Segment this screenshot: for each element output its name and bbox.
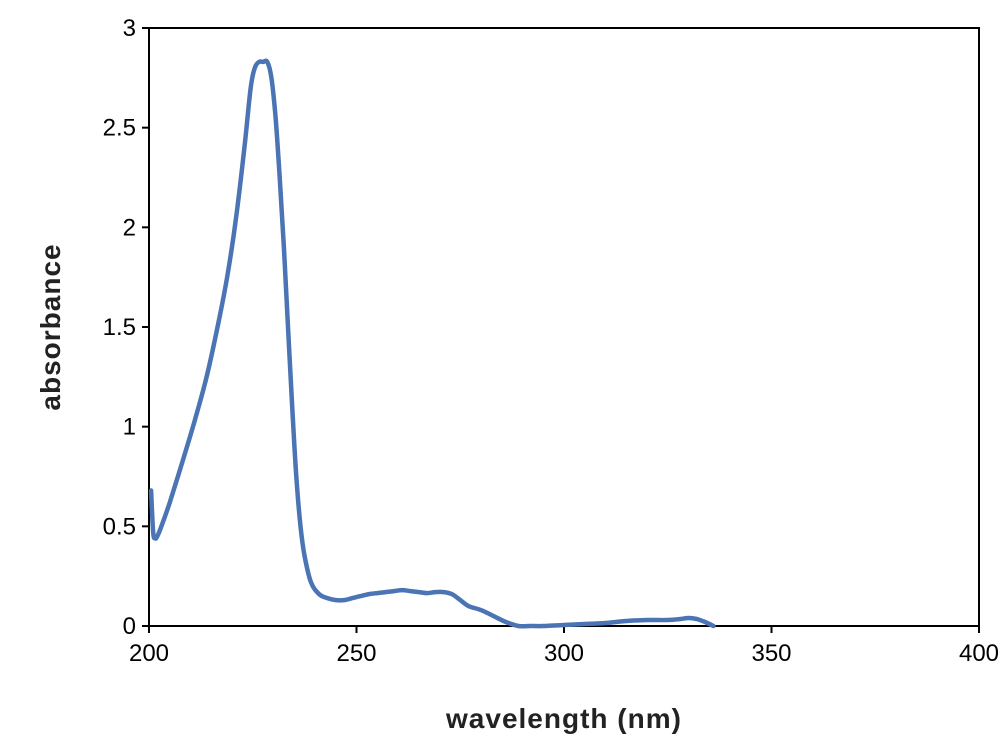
y-tick-label: 0.5 [103, 513, 136, 540]
data-point [181, 461, 183, 464]
data-point [696, 618, 698, 620]
data-point [283, 246, 285, 248]
data-point [169, 501, 171, 503]
data-point [235, 216, 237, 218]
data-point [679, 618, 681, 620]
data-point [712, 625, 715, 627]
data-point [310, 581, 312, 583]
data-point [368, 593, 370, 595]
data-point [194, 420, 196, 422]
data-point [584, 623, 586, 625]
y-tick-label: 2 [123, 214, 136, 241]
data-point [667, 619, 669, 621]
data-point [335, 599, 337, 601]
data-point [299, 525, 302, 527]
data-point [152, 531, 154, 533]
x-tick-label: 300 [544, 640, 584, 667]
data-point [351, 597, 353, 599]
data-point [150, 489, 152, 492]
data-point [443, 591, 445, 593]
y-tick-label: 3 [123, 15, 136, 42]
series-line-0 [148, 58, 716, 629]
data-point [434, 591, 436, 593]
data-point [451, 593, 453, 595]
data-point [418, 591, 420, 593]
data-point [156, 535, 158, 537]
data-point [254, 67, 256, 69]
data-point [258, 61, 260, 63]
data-point [266, 61, 268, 63]
data-point [326, 597, 328, 599]
data-point [480, 609, 482, 611]
series-layer [148, 58, 716, 629]
data-point [219, 316, 221, 318]
data-point [459, 599, 461, 601]
data-point [275, 117, 277, 119]
y-tick-label: 1 [123, 414, 136, 441]
y-axis-title: absorbance [35, 243, 66, 410]
y-tick-label: 0 [123, 613, 136, 640]
data-point [426, 592, 428, 594]
data-point [206, 374, 208, 376]
data-point [227, 272, 229, 274]
data-point [262, 61, 264, 63]
x-tick-label: 200 [129, 640, 169, 667]
data-point [279, 176, 281, 179]
data-point [250, 87, 252, 89]
data-point [542, 625, 544, 627]
data-point [154, 537, 156, 539]
data-point [393, 590, 395, 592]
x-tick-label: 250 [336, 640, 376, 667]
data-point [360, 595, 362, 597]
data-point [468, 605, 470, 607]
data-point [409, 590, 411, 592]
data-point [517, 625, 520, 627]
data-point [291, 406, 293, 408]
x-axis: 200 250 300 350 400 [129, 626, 999, 667]
data-point [646, 619, 648, 621]
data-point [625, 620, 627, 622]
data-point [304, 555, 306, 557]
data-point [287, 326, 289, 328]
data-point [687, 617, 690, 619]
y-tick-label: 2.5 [103, 115, 136, 142]
x-tick-label: 400 [959, 640, 999, 667]
data-point [530, 625, 532, 627]
data-point [604, 622, 607, 624]
x-tick-label: 350 [751, 640, 791, 667]
data-point [376, 592, 378, 594]
data-point [295, 475, 297, 478]
data-point [384, 591, 387, 593]
x-axis-title: wavelength (nm) [445, 703, 682, 734]
data-point [270, 77, 272, 79]
data-point [160, 525, 162, 527]
y-tick-label: 1.5 [103, 314, 136, 341]
y-axis: 0 0.5 1 1.5 2 2.5 3 [103, 15, 149, 640]
data-point [563, 624, 565, 626]
data-point [401, 589, 403, 591]
data-point [343, 599, 345, 601]
data-point [492, 615, 494, 617]
data-point [243, 147, 245, 149]
data-point [318, 593, 320, 595]
data-point [505, 621, 507, 623]
data-point [704, 621, 706, 623]
